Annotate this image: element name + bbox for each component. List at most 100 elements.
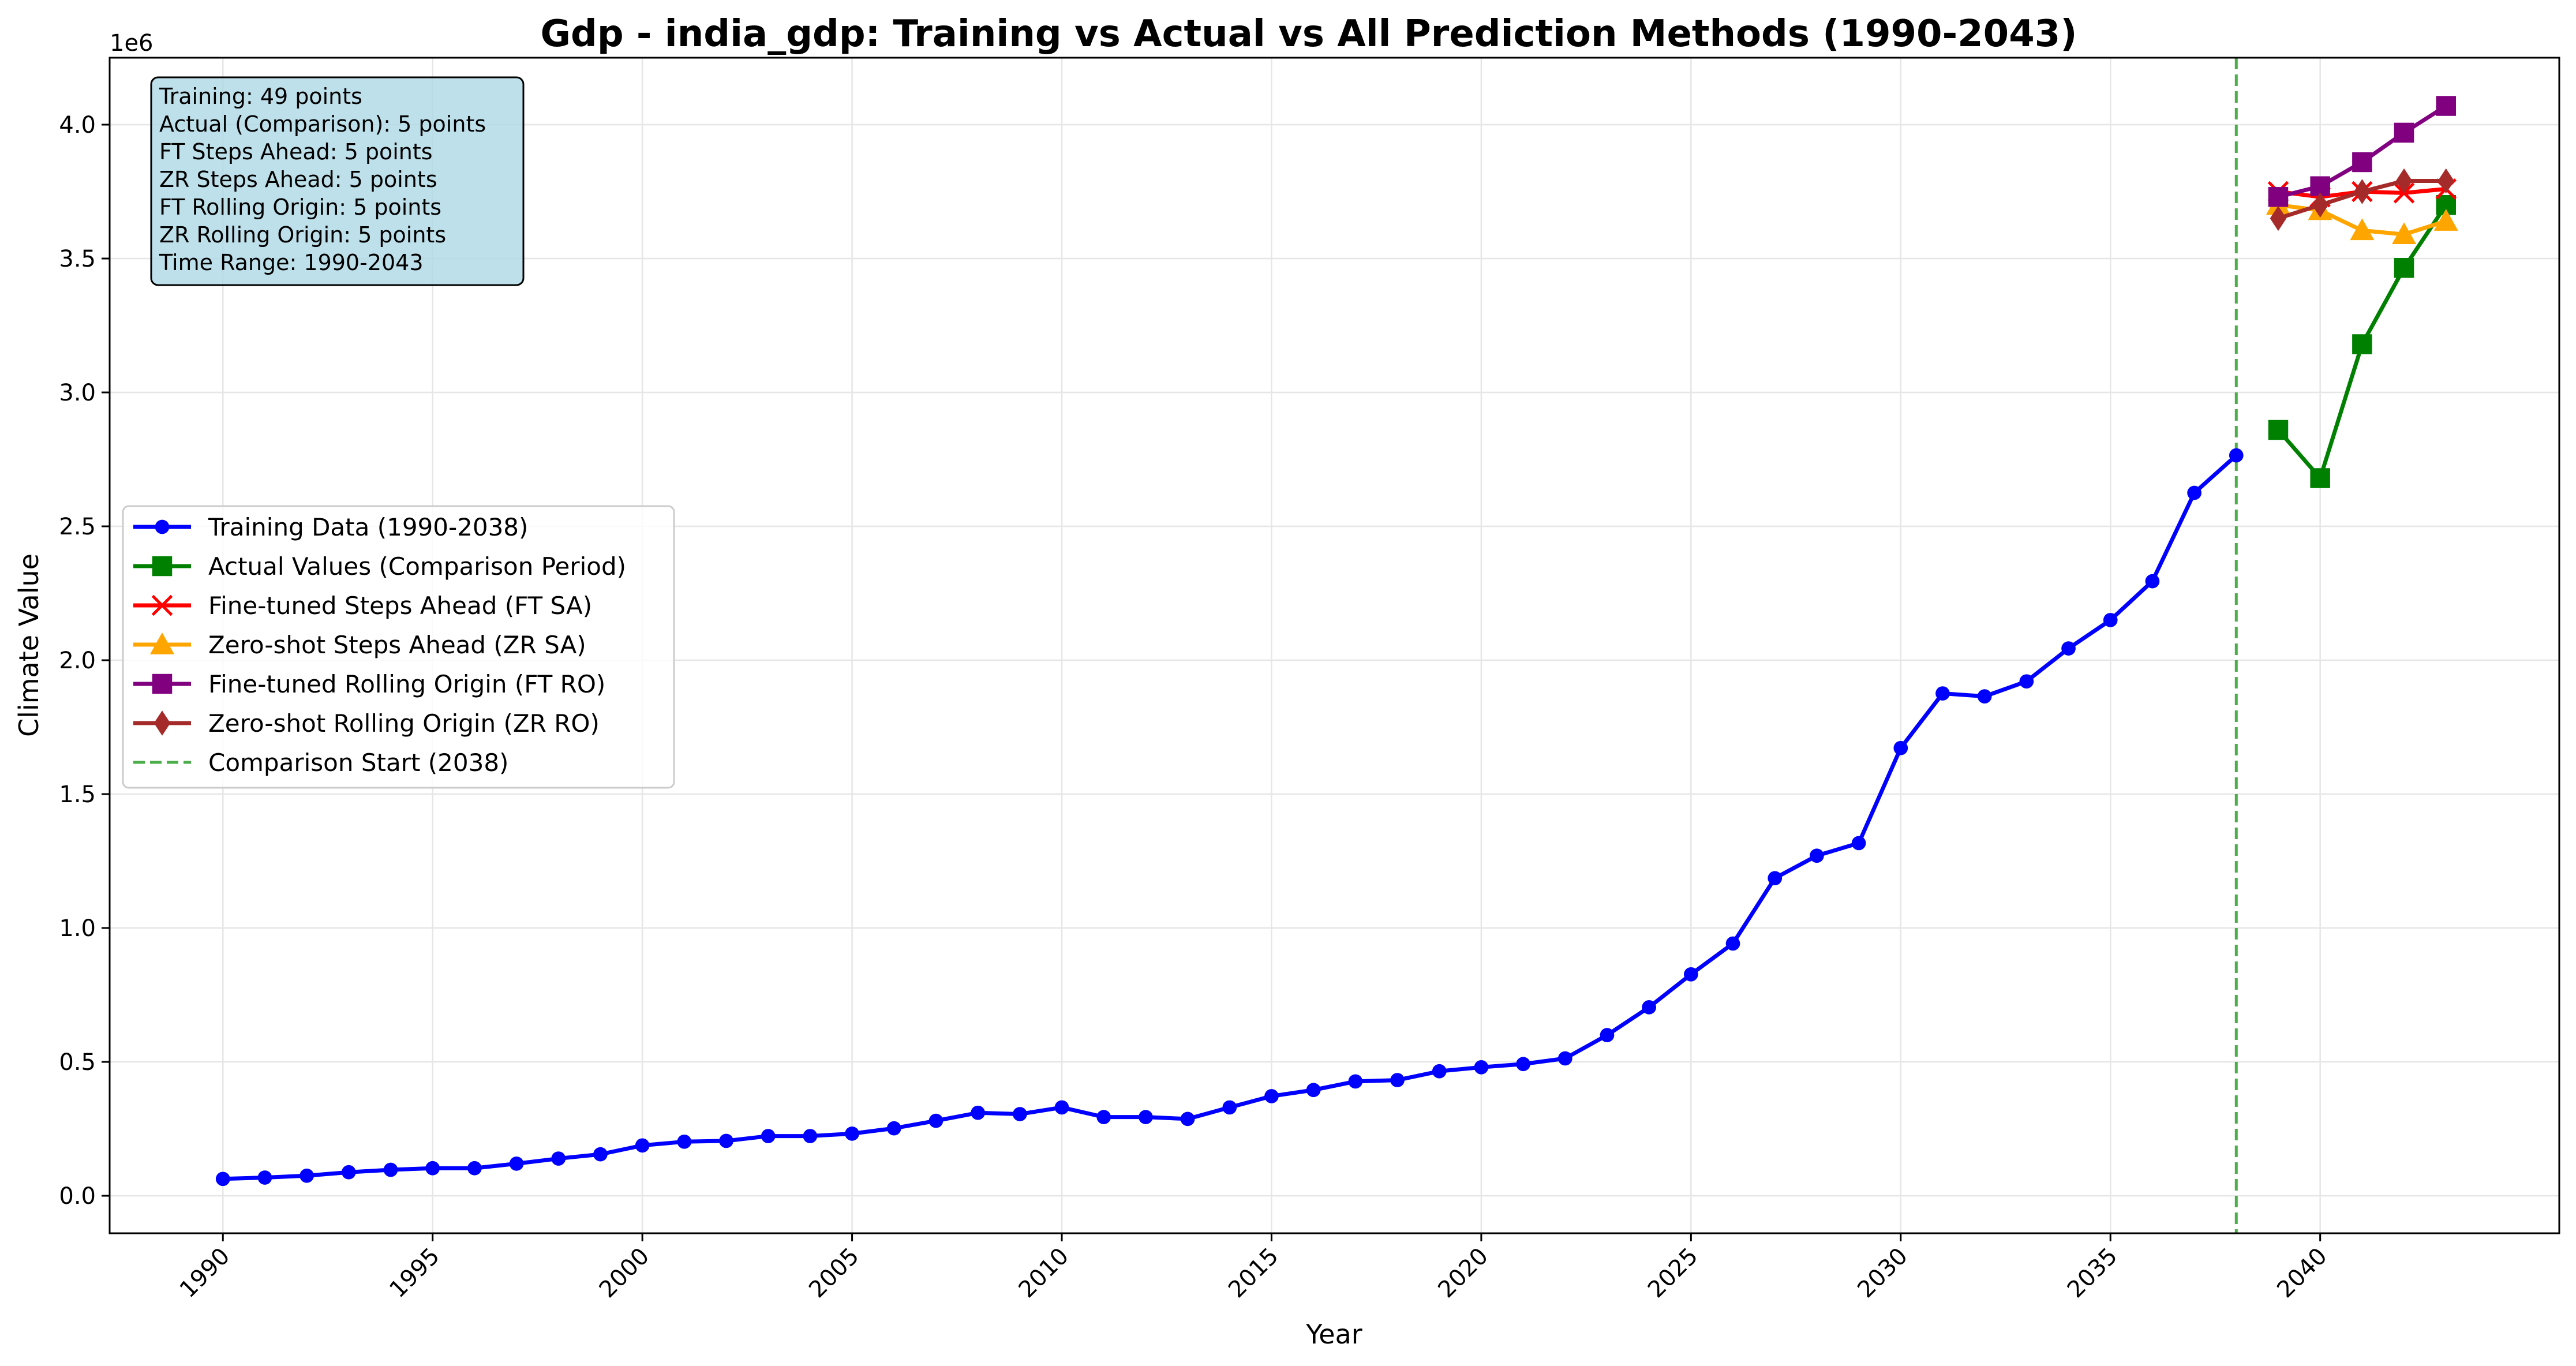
x-tick-label: 2025 (1643, 1243, 1703, 1304)
data-point (1810, 848, 1824, 863)
data-point (2268, 420, 2289, 440)
x-tick-label: 1990 (175, 1243, 235, 1304)
series-1 (2268, 194, 2456, 488)
data-point (1474, 1060, 1489, 1075)
data-point (1306, 1083, 1321, 1098)
data-point (928, 1113, 943, 1128)
data-point (509, 1157, 524, 1171)
grid-lines (110, 58, 2559, 1233)
series-0 (215, 448, 2244, 1187)
legend-entry: Fine-tuned Rolling Origin (FT RO) (133, 670, 605, 698)
data-point (1012, 1107, 1027, 1121)
data-point (2145, 574, 2160, 589)
data-point (2394, 122, 2414, 143)
series-4 (2268, 96, 2456, 207)
data-point (1180, 1111, 1195, 1127)
info-box-line: Training: 49 points (159, 84, 362, 109)
y-tick-label: 2.0 (59, 648, 96, 674)
x-tick-label: 2000 (594, 1243, 655, 1304)
y-tick-label: 4.0 (59, 112, 96, 139)
legend-label: Comparison Start (2038) (208, 749, 508, 777)
plot-frame (108, 57, 2560, 1234)
data-point (383, 1162, 398, 1177)
data-point (2312, 192, 2328, 218)
data-point (1348, 1074, 1363, 1089)
data-point (1684, 967, 1698, 982)
data-point (1600, 1028, 1615, 1042)
chart-title: Gdp - india_gdp: Training vs Actual vs A… (540, 13, 2077, 55)
y-tick-label: 3.5 (59, 246, 96, 272)
data-point (341, 1165, 356, 1180)
data-point (1139, 1110, 1153, 1124)
data-point (761, 1129, 776, 1143)
data-point (425, 1161, 440, 1176)
data-point (719, 1133, 733, 1148)
y-tick-label: 0.5 (59, 1049, 96, 1076)
data-point (215, 1172, 230, 1187)
legend-label: Fine-tuned Rolling Origin (FT RO) (208, 670, 605, 698)
data-point (1557, 1051, 1572, 1066)
data-point (2229, 448, 2244, 463)
data-point (2394, 257, 2414, 278)
x-axis-label: Year (1305, 1319, 1362, 1350)
data-point (2433, 209, 2458, 231)
info-box-line: FT Steps Ahead: 5 points (159, 139, 433, 164)
info-box-line: ZR Rolling Origin: 5 points (159, 222, 446, 248)
data-point (1977, 689, 1992, 704)
data-point (1054, 1100, 1069, 1115)
data-point (2352, 152, 2372, 173)
data-point (1935, 686, 1950, 701)
data-point (1851, 836, 1866, 851)
legend-label: Zero-shot Steps Ahead (ZR SA) (208, 631, 586, 659)
data-point (551, 1151, 566, 1166)
data-point (1264, 1089, 1279, 1103)
marker-stroke (151, 594, 173, 616)
data-point (2268, 187, 2289, 207)
data-point (1096, 1110, 1111, 1124)
data-point (2395, 168, 2413, 194)
series-5 (2270, 168, 2454, 231)
data-point (2103, 613, 2118, 627)
legend: Training Data (1990-2038) Actual Values (… (122, 505, 675, 789)
data-point (635, 1138, 650, 1153)
legend-entry: Comparison Start (2038) (133, 749, 508, 777)
legend-label: Fine-tuned Steps Ahead (FT SA) (208, 592, 592, 620)
data-point (155, 519, 170, 534)
info-box-frame (150, 76, 525, 286)
data-point (845, 1127, 859, 1141)
data-point (2352, 334, 2372, 354)
legend-label: Actual Values (Comparison Period) (208, 552, 626, 581)
y-tick-label: 0.0 (59, 1183, 96, 1210)
data-point (2019, 674, 2034, 689)
data-point (593, 1147, 608, 1162)
data-point (2187, 485, 2201, 500)
data-point (2061, 641, 2076, 656)
data-point (886, 1121, 901, 1136)
y-tick-label: 1.0 (59, 915, 96, 942)
data-point (2438, 168, 2454, 194)
data-point (2436, 96, 2456, 116)
data-point (467, 1161, 482, 1176)
data-point (1893, 740, 1908, 755)
y-axis-ticks: 0.0 0.5 1.0 1.5 2.0 2.5 3.0 3.5 4.0 (59, 112, 110, 1210)
data-point (150, 633, 174, 654)
x-tick-label: 2040 (2272, 1243, 2332, 1304)
legend-entry: Fine-tuned Steps Ahead (FT SA) (133, 592, 592, 620)
info-box-line: Actual (Comparison): 5 points (159, 111, 486, 137)
data-point (152, 673, 173, 694)
data-point (1516, 1057, 1530, 1072)
x-tick-label: 2035 (2062, 1243, 2123, 1304)
series-layer (215, 96, 2458, 1187)
legend-entry: Zero-shot Rolling Origin (ZR RO) (133, 709, 600, 738)
x-tick-label: 2020 (1433, 1243, 1493, 1304)
info-box-line: ZR Steps Ahead: 5 points (159, 167, 437, 192)
legend-entry: Actual Values (Comparison Period) (133, 552, 626, 581)
legend-frame (122, 505, 675, 789)
data-point (1222, 1100, 1237, 1115)
x-tick-label: 2010 (1014, 1243, 1074, 1304)
legend-label: Zero-shot Rolling Origin (ZR RO) (208, 709, 600, 738)
legend-entry: Training Data (1990-2038) (133, 513, 528, 541)
